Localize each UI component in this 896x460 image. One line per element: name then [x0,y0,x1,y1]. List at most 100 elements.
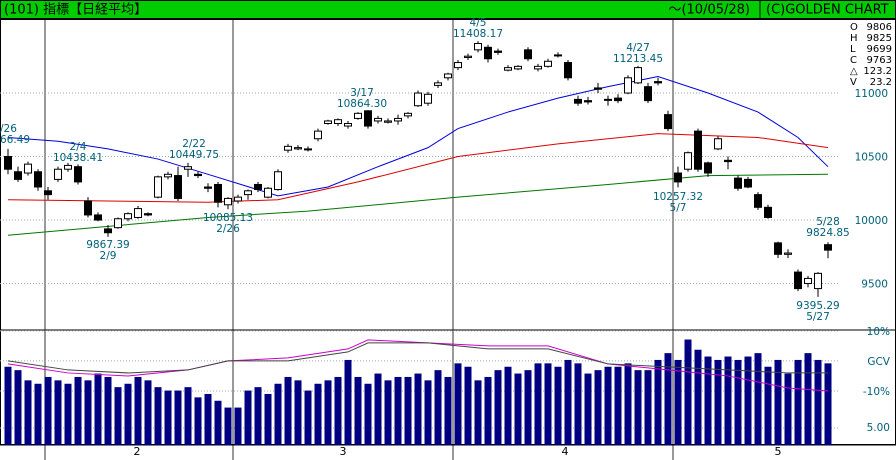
volume-bar [404,376,412,445]
candle-body [704,162,712,174]
volume-bar [324,380,332,445]
candle-body [514,65,522,70]
volume-bar [304,390,312,445]
candle-body [434,82,442,86]
moving-average [7,133,829,203]
volume-bar [174,390,182,445]
volume-bar [794,359,802,445]
volume-bar [534,363,542,445]
candle-body [354,112,362,119]
volume-bar [634,370,642,445]
volume-bar [214,400,222,445]
annotation: 66.49 [0,134,30,146]
candle-body [274,171,282,191]
volume-bar [684,339,692,445]
candle-body [164,173,172,178]
info-key: H [850,33,858,44]
volume-bar [514,373,522,445]
annotation: 2/4 [70,141,87,153]
volume-bar [654,359,662,445]
info-key: L [850,44,856,55]
candle-body [804,277,812,285]
candle-body [44,190,52,196]
candle-body [284,145,292,151]
candle-body [134,208,142,218]
candle-body [744,178,752,188]
candle-body [814,272,822,290]
volume-bar [194,397,202,445]
candle-body [714,138,722,150]
candle-body [304,148,312,151]
volume-bar [24,380,32,445]
candle-body [674,172,682,183]
ohlc-box [845,20,895,90]
candle-body [504,67,512,71]
volume-bar [14,370,22,445]
volume-bar [564,359,572,445]
candle-body [694,130,702,170]
volume-bar [484,376,492,445]
volume-bar [594,370,602,445]
volume-bar [144,380,152,445]
candle-body [614,97,622,102]
oscillator-line [7,342,828,374]
info-key: O [850,22,858,33]
candle-body [454,62,462,69]
volume-bar [674,359,682,445]
volume-bar [54,380,62,445]
annotation: 10438.41 [53,152,103,164]
candle-body [594,87,602,90]
candle-body [144,213,152,216]
candle-body [14,171,22,180]
candle-body [294,147,302,150]
candle-body [334,119,342,125]
info-value: 23.2 [870,77,892,88]
volume-bar [254,387,262,445]
volume-bar [454,363,462,445]
candle-body [114,218,122,229]
candle-body [724,159,732,163]
volume-bar [354,376,362,445]
volume-bar [94,373,102,445]
moving-average [7,173,829,236]
volume-bar [724,356,732,445]
candle-body [774,242,782,255]
annotation: 9867.39 [86,239,129,251]
annotation: 11213.45 [613,53,663,65]
annotation: 10864.30 [337,98,387,110]
candle-body [824,244,832,251]
volume-bar [234,407,242,445]
info-value: 9806 [867,22,892,33]
candle-body [684,152,692,170]
candle-body [104,228,112,234]
volume-bar [774,359,782,445]
candle-body [404,112,412,117]
volume-bar [704,356,712,445]
candle-body [364,110,372,127]
annotation: 2/22 [182,138,206,150]
annotation: /26 [0,123,17,135]
volume-bar [584,373,592,445]
info-value: 123.2 [863,66,892,77]
annotation: 10449.75 [169,149,219,161]
annotation: 10085.13 [203,212,253,224]
volume-bar [504,366,512,445]
chart-title: (101) 指標【日経平均】 [4,3,147,18]
annotation: 11408.17 [453,28,503,40]
candle-body [644,86,652,102]
volume-bar [284,376,292,445]
volume-bar [64,383,72,445]
candle-body [534,65,542,70]
candle-body [464,55,472,58]
volume-bar [204,393,212,445]
volume-bar [394,376,402,445]
oscillator-line [7,339,829,392]
volume-bar [374,373,382,445]
candle-body [4,156,12,170]
candle-body [74,166,82,183]
candle-body [314,130,322,140]
volume-bar [134,376,142,445]
info-key: C [850,55,857,66]
candle-body [474,42,482,51]
